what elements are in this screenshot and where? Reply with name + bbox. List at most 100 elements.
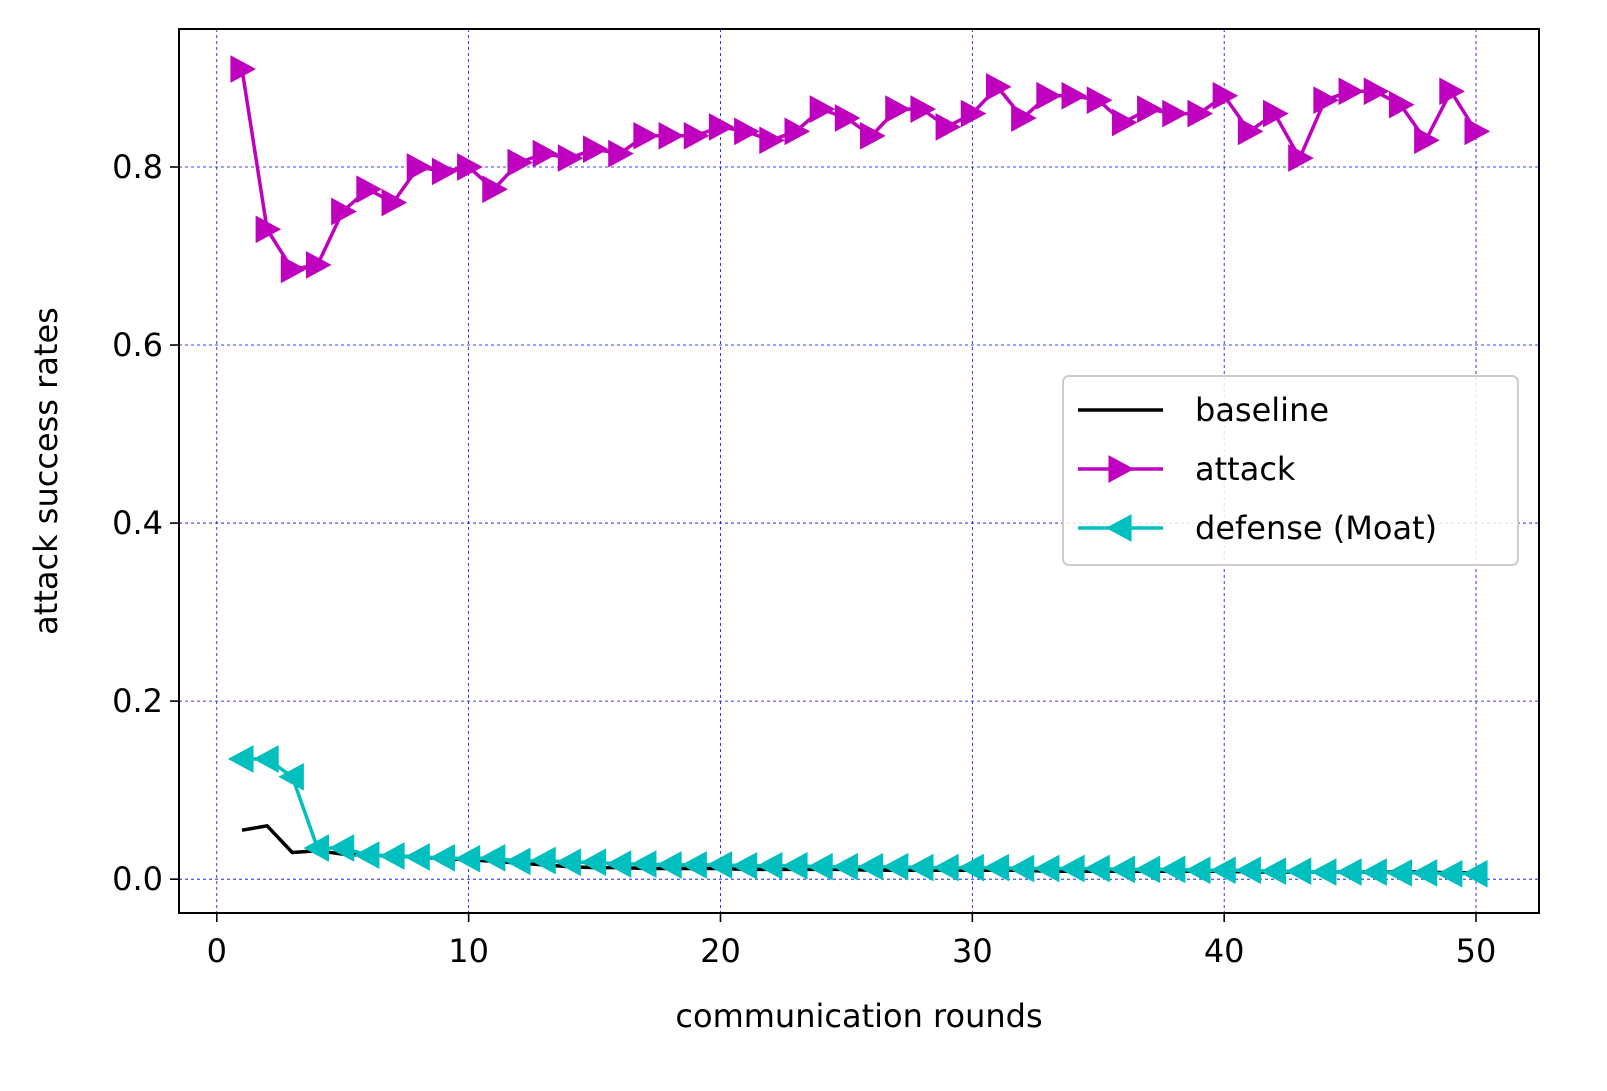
- data-point: [681, 851, 707, 879]
- data-point: [1137, 95, 1163, 123]
- data-point: [860, 121, 886, 150]
- x-axis-label: communication rounds: [675, 997, 1042, 1035]
- data-point: [1237, 117, 1264, 146]
- data-point: [1414, 126, 1440, 155]
- x-tick-label: 20: [700, 932, 741, 970]
- data-point: [960, 99, 987, 128]
- data-point: [583, 135, 609, 164]
- data-point: [885, 95, 911, 123]
- legend-label: baseline: [1195, 391, 1329, 429]
- x-tick-label: 50: [1456, 932, 1497, 970]
- legend-label: attack: [1195, 450, 1296, 488]
- data-point: [1235, 856, 1261, 885]
- data-point: [557, 144, 584, 172]
- data-point: [230, 55, 257, 83]
- legend-item: attack: [1078, 450, 1296, 488]
- data-point: [404, 843, 430, 871]
- data-point: [454, 844, 481, 873]
- data-point: [1411, 859, 1438, 887]
- data-point: [910, 95, 937, 123]
- x-tick-label: 0: [207, 932, 227, 970]
- data-point: [1310, 858, 1337, 886]
- data-point: [756, 851, 783, 880]
- data-point: [479, 843, 506, 872]
- data-point: [303, 834, 330, 862]
- data-point: [580, 848, 607, 877]
- y-tick-label: 0.8: [112, 148, 163, 186]
- data-point: [507, 148, 534, 177]
- data-point: [784, 117, 811, 146]
- series-attack: [230, 55, 1491, 284]
- data-point: [809, 95, 836, 123]
- legend-marker: [1108, 455, 1135, 483]
- x-tick-label: 40: [1204, 932, 1245, 970]
- data-point: [1313, 86, 1339, 115]
- data-point: [1439, 77, 1465, 106]
- data-point: [278, 762, 304, 791]
- legend-item: baseline: [1078, 391, 1329, 429]
- data-point: [857, 852, 884, 881]
- legend: baseline attack defense (Moat): [1062, 375, 1519, 566]
- data-point: [933, 853, 959, 882]
- data-point: [356, 175, 382, 204]
- data-point: [605, 850, 632, 878]
- data-point: [353, 841, 380, 869]
- data-point: [1288, 144, 1314, 172]
- data-point: [731, 851, 758, 880]
- data-point: [983, 853, 1010, 882]
- data-point: [683, 121, 710, 150]
- data-point: [656, 851, 682, 879]
- data-point: [734, 117, 760, 146]
- data-point: [381, 188, 408, 217]
- data-point: [429, 843, 455, 872]
- data-point: [706, 851, 733, 879]
- legend-label: defense (Moat): [1195, 509, 1437, 547]
- data-point: [1159, 855, 1186, 884]
- series-defense-moat: [227, 745, 1488, 888]
- data-point: [1386, 859, 1413, 887]
- data-point: [1184, 856, 1211, 885]
- data-point: [1033, 854, 1060, 883]
- data-point: [1111, 108, 1138, 137]
- data-point: [1263, 99, 1289, 128]
- data-point: [759, 126, 785, 155]
- data-point: [1084, 854, 1110, 883]
- data-point: [530, 846, 556, 875]
- data-point: [1008, 854, 1035, 883]
- y-axis-label: attack success rates: [27, 307, 65, 635]
- legend-box: [1062, 375, 1519, 566]
- data-point: [406, 153, 433, 181]
- x-tick-label: 30: [952, 932, 993, 970]
- data-point: [532, 139, 559, 168]
- data-point: [1285, 857, 1312, 885]
- y-axis-ticks: 0.0 0.2 0.4 0.6 0.8: [112, 148, 179, 898]
- data-point: [555, 848, 581, 877]
- data-point: [834, 104, 861, 132]
- data-point: [1461, 859, 1488, 888]
- data-point: [781, 851, 808, 880]
- x-tick-label: 10: [448, 932, 489, 970]
- data-point: [907, 853, 934, 882]
- data-point: [1336, 858, 1362, 886]
- data-point: [1011, 104, 1037, 132]
- data-point: [658, 121, 685, 150]
- data-point: [1436, 859, 1463, 888]
- data-point: [482, 175, 508, 204]
- data-point: [985, 73, 1012, 101]
- legend-marker: [1105, 514, 1132, 542]
- data-point: [331, 197, 357, 226]
- data-point: [1061, 81, 1088, 110]
- data-point: [431, 157, 458, 186]
- data-point: [633, 121, 659, 150]
- data-point: [457, 153, 483, 181]
- data-point: [379, 842, 405, 870]
- data-point: [1036, 81, 1062, 110]
- data-point: [328, 834, 355, 862]
- data-point: [1162, 99, 1188, 128]
- plot-frame: [178, 28, 1540, 914]
- data-point: [1109, 855, 1135, 884]
- data-point: [882, 852, 909, 881]
- data-point: [935, 113, 962, 141]
- data-point: [1388, 90, 1415, 119]
